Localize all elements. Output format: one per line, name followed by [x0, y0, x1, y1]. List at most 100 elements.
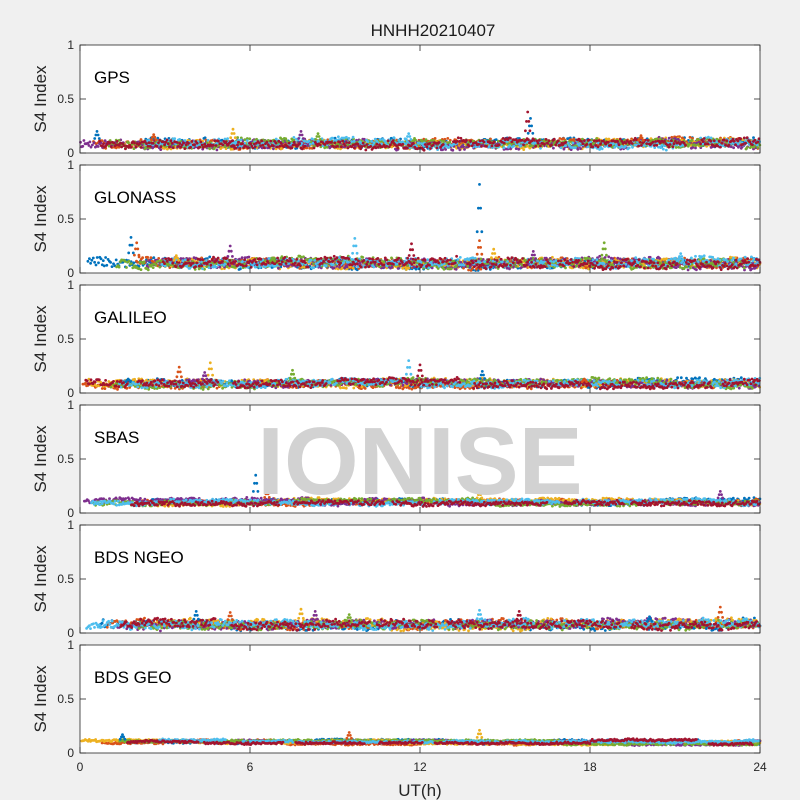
data-point [643, 144, 646, 147]
data-point [345, 135, 348, 139]
data-point [345, 265, 349, 269]
data-point [508, 144, 511, 148]
data-point [95, 256, 99, 259]
data-point [707, 135, 710, 139]
data-point [370, 140, 373, 143]
data-point [279, 141, 283, 145]
data-point [223, 145, 227, 149]
data-point [211, 143, 215, 147]
data-point [428, 142, 431, 145]
data-point [91, 256, 95, 260]
data-point [695, 138, 699, 142]
data-point [253, 145, 257, 149]
data-point [241, 142, 244, 146]
spike-point [407, 132, 411, 136]
data-point [347, 137, 351, 140]
data-point [303, 144, 307, 148]
data-point [249, 142, 253, 146]
data-point [360, 145, 364, 148]
data-point [219, 147, 223, 151]
data-point [139, 138, 143, 141]
data-point [469, 139, 472, 143]
data-point [672, 142, 676, 146]
data-point [274, 137, 278, 141]
data-point [528, 144, 532, 148]
chart-title: HNHH20210407 [371, 21, 496, 40]
data-point [670, 139, 673, 143]
data-point [260, 139, 263, 143]
data-point [600, 147, 604, 151]
data-point [433, 137, 437, 140]
data-point [651, 140, 655, 144]
data-point [462, 145, 465, 149]
data-point [470, 144, 474, 148]
data-point [624, 141, 628, 145]
data-point [558, 137, 562, 140]
data-point [268, 145, 271, 149]
data-point [333, 136, 337, 140]
data-point [243, 138, 247, 142]
data-point [447, 145, 451, 149]
spike-point [526, 131, 530, 135]
spike-point [528, 129, 532, 133]
spike-point [154, 138, 158, 142]
data-point [451, 148, 455, 152]
data-point [720, 141, 724, 145]
data-point [637, 144, 641, 148]
data-point [90, 258, 94, 262]
data-point [395, 138, 399, 142]
data-point [742, 136, 746, 140]
data-point [98, 139, 102, 143]
spike-point [232, 132, 236, 135]
data-point [101, 259, 105, 262]
data-point [702, 137, 706, 140]
data-point [756, 146, 760, 149]
data-point [102, 142, 105, 146]
data-point [384, 141, 388, 145]
y-tick-label: 1 [67, 38, 74, 52]
data-point [166, 142, 170, 146]
spike-point [526, 110, 530, 114]
data-point [750, 143, 754, 147]
data-point [671, 145, 675, 149]
data-point [277, 139, 281, 143]
data-point [667, 145, 671, 149]
spike-point [95, 130, 99, 133]
data-point [522, 143, 525, 147]
data-point [719, 145, 722, 149]
data-point [463, 148, 466, 151]
data-point [199, 140, 203, 144]
data-point [699, 142, 702, 146]
data-point [478, 139, 482, 143]
data-point [596, 145, 600, 149]
data-point [182, 141, 185, 145]
data-point [115, 139, 119, 143]
data-point [517, 147, 521, 151]
data-point [147, 141, 151, 145]
data-point [579, 147, 582, 151]
data-point [274, 141, 278, 145]
data-point [752, 136, 755, 140]
data-point [617, 143, 621, 147]
data-point [717, 139, 721, 143]
data-point [275, 145, 279, 149]
data-point [226, 137, 230, 141]
spike-point [231, 127, 235, 131]
spike-point [530, 124, 533, 128]
data-point [725, 139, 729, 143]
data-point [323, 143, 327, 146]
data-point [591, 145, 595, 149]
data-point [232, 144, 236, 148]
data-point [93, 260, 96, 264]
data-point [448, 140, 452, 144]
data-point [654, 140, 658, 143]
data-point [248, 137, 252, 141]
data-point [369, 145, 373, 148]
data-point [163, 147, 167, 150]
data-point [352, 140, 356, 143]
data-point [389, 143, 392, 147]
data-point [543, 142, 546, 146]
data-point [216, 139, 220, 143]
data-point [442, 139, 445, 143]
